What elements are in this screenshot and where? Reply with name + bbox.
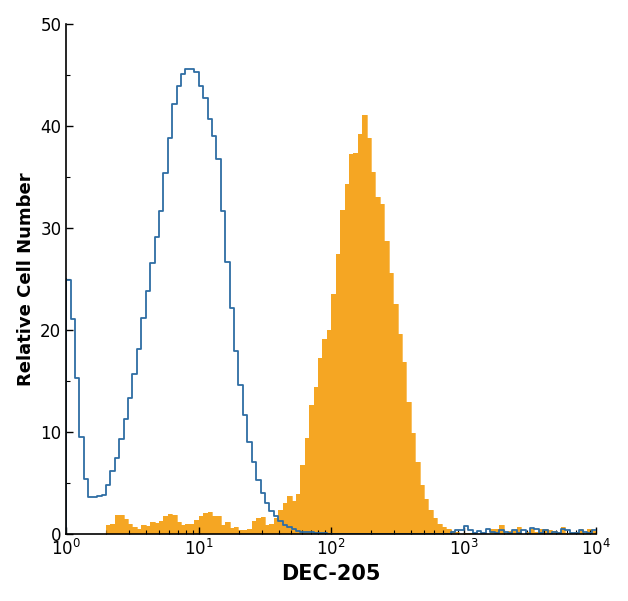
Y-axis label: Relative Cell Number: Relative Cell Number <box>17 172 35 386</box>
X-axis label: DEC-205: DEC-205 <box>281 564 381 584</box>
